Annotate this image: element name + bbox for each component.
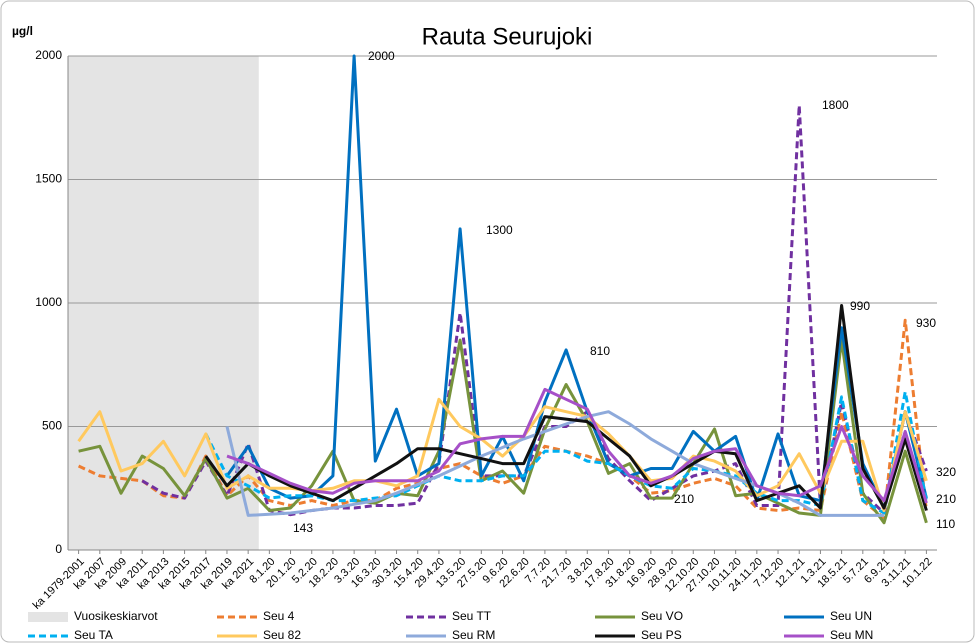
series-line [226, 387, 928, 504]
y-tick-label: 0 [55, 542, 62, 556]
annotation: 210 [674, 492, 694, 506]
legend-label: Seu TT [452, 609, 492, 623]
annotation: 110 [936, 517, 955, 531]
y-axis-label: µg/l [12, 24, 33, 38]
annotation: 1800 [822, 98, 849, 112]
annotation: 930 [916, 316, 936, 330]
annotation: 320 [936, 465, 956, 479]
y-tick-label: 1000 [35, 295, 62, 309]
legend-label: Seu UN [830, 609, 872, 623]
annotation: 210 [936, 492, 956, 506]
legend-label: Seu MN [830, 628, 873, 642]
y-tick-label: 500 [42, 419, 62, 433]
y-tick-label: 1500 [35, 172, 62, 186]
y-tick-label: 2000 [35, 48, 62, 62]
legend-label: Seu 82 [263, 628, 301, 642]
annotation: 1300 [486, 223, 513, 237]
legend-label: Seu RM [452, 628, 495, 642]
legend-label: Seu TA [74, 628, 113, 642]
annotation: 2000 [368, 49, 395, 63]
series-line [204, 390, 928, 515]
legend-label: Seu VO [641, 609, 683, 623]
chart-title: Rauta Seurujoki [422, 23, 593, 50]
annotation: 810 [590, 344, 610, 358]
legend-label: Seu 4 [263, 609, 295, 623]
annotation: 143 [293, 521, 313, 535]
legend-label: Vuosikeskiarvot [74, 609, 158, 623]
legend-label: Seu PS [641, 628, 682, 642]
series-line [77, 397, 928, 512]
annotation: 990 [850, 299, 870, 313]
legend-swatch [28, 612, 68, 622]
series-line [78, 338, 928, 525]
